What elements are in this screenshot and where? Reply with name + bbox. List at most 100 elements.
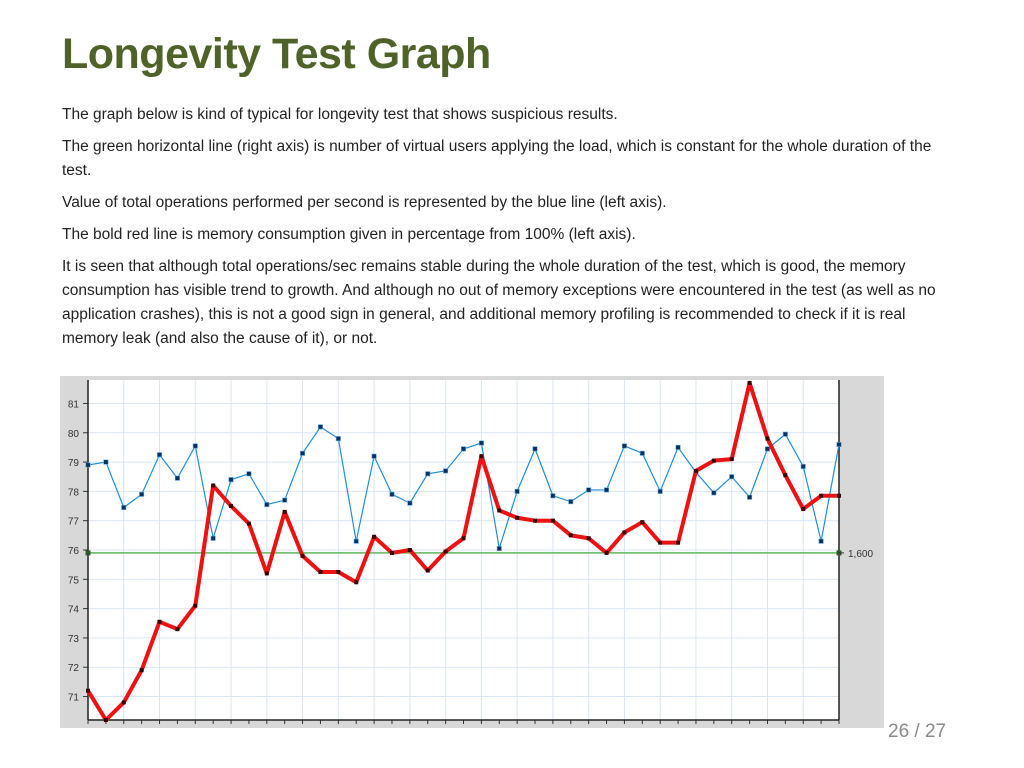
memory-series-point	[461, 536, 466, 541]
memory-series-point	[658, 540, 663, 545]
memory-series-point	[550, 518, 555, 523]
y-tick-label: 78	[68, 487, 80, 498]
memory-series-point	[729, 457, 734, 462]
y-tick-label: 71	[68, 693, 80, 704]
memory-series-point	[229, 504, 234, 509]
operations-series-point	[657, 488, 663, 494]
operations-series-point	[496, 546, 502, 552]
y-tick-label: 80	[68, 429, 80, 440]
memory-series-point	[497, 508, 502, 513]
memory-series-point	[693, 468, 698, 473]
y-tick-label: 72	[68, 663, 80, 674]
operations-series-point	[604, 487, 610, 493]
paragraph-red-line: The bold red line is memory consumption …	[62, 226, 636, 243]
memory-series-point	[765, 436, 770, 441]
operations-series-point	[782, 431, 788, 437]
operations-series-point	[246, 471, 252, 477]
operations-series-point	[300, 450, 306, 456]
operations-series-point	[210, 535, 216, 541]
operations-series-point	[764, 446, 770, 452]
paragraph-blue-line: Value of total operations performed per …	[62, 194, 667, 211]
operations-series-point	[675, 444, 681, 450]
operations-series-point	[568, 499, 574, 505]
operations-series-point	[317, 424, 323, 430]
operations-series-point	[192, 443, 198, 449]
operations-series-point	[711, 490, 717, 496]
memory-series-point	[676, 540, 681, 545]
y-tick-label: 74	[68, 605, 80, 616]
memory-series-point	[586, 536, 591, 541]
memory-series-point	[157, 619, 162, 624]
memory-series-point	[86, 688, 90, 693]
operations-series-point	[550, 493, 556, 499]
paragraph-green-line: The green horizontal line (right axis) i…	[62, 138, 932, 179]
operations-series-point	[371, 453, 377, 459]
memory-series-point	[103, 718, 108, 722]
y-tick-label: 73	[68, 634, 80, 645]
memory-series-point	[318, 569, 323, 574]
operations-series-point	[353, 538, 359, 544]
slide-title: Longevity Test Graph	[62, 30, 491, 78]
operations-series-point	[800, 463, 806, 469]
operations-series-point	[389, 491, 395, 497]
operations-series-point	[836, 441, 842, 447]
memory-series-point	[211, 483, 216, 488]
memory-series-point	[443, 549, 448, 554]
memory-series-point	[801, 506, 806, 511]
memory-series-point	[121, 700, 126, 705]
memory-series-point	[407, 548, 412, 552]
memory-series-point	[783, 473, 788, 478]
operations-series-point	[586, 487, 592, 493]
operations-series-point	[407, 500, 413, 506]
users-series-point	[85, 550, 91, 556]
memory-series-point	[425, 568, 430, 573]
memory-series-point	[747, 380, 752, 385]
y-tick-label: 75	[68, 575, 80, 586]
operations-series-point	[264, 502, 270, 508]
memory-series-point	[515, 515, 520, 520]
operations-series-point	[478, 440, 484, 446]
y-tick-label: 81	[68, 399, 80, 410]
y-tick-label: 79	[68, 458, 80, 469]
memory-series-point	[372, 534, 377, 539]
operations-series-point	[121, 505, 127, 511]
memory-series-point	[354, 580, 359, 585]
memory-series-point	[711, 458, 716, 463]
operations-series-point	[157, 452, 163, 458]
paragraph-conclusion: It is seen that although total operation…	[62, 258, 936, 347]
memory-series-point	[640, 520, 645, 525]
operations-series-point	[460, 446, 466, 452]
memory-series-point	[837, 493, 841, 498]
operations-series-point	[228, 477, 234, 483]
slide-body: The graph below is kind of typical for l…	[62, 103, 962, 359]
memory-series-point	[300, 553, 305, 558]
operations-series-point	[139, 491, 145, 497]
operations-series-point	[103, 459, 109, 465]
memory-series-point	[246, 521, 251, 526]
operations-series-point	[729, 474, 735, 480]
memory-series-point	[282, 509, 287, 514]
operations-series-point	[174, 475, 180, 481]
right-axis-label: 1,600	[848, 549, 873, 560]
operations-series-point	[282, 497, 288, 503]
operations-series-point	[747, 494, 753, 500]
memory-series-point	[193, 603, 198, 608]
y-tick-label: 76	[68, 546, 80, 557]
operations-series-point	[514, 488, 520, 494]
operations-series-point	[639, 450, 645, 456]
memory-series-point	[139, 668, 144, 673]
operations-series-point	[335, 436, 341, 442]
memory-series-point	[175, 627, 180, 632]
memory-series-point	[622, 530, 627, 535]
operations-series-point	[85, 462, 91, 468]
page-number: 26 / 27	[888, 721, 947, 742]
operations-series-point	[425, 471, 431, 477]
memory-series-point	[819, 493, 824, 498]
memory-series-point	[604, 550, 609, 555]
operations-series-point	[532, 446, 538, 452]
memory-series-point	[533, 518, 538, 523]
memory-series-point	[264, 571, 269, 576]
memory-series-point	[389, 550, 394, 555]
y-tick-label: 77	[68, 517, 80, 528]
operations-series-point	[443, 468, 449, 474]
